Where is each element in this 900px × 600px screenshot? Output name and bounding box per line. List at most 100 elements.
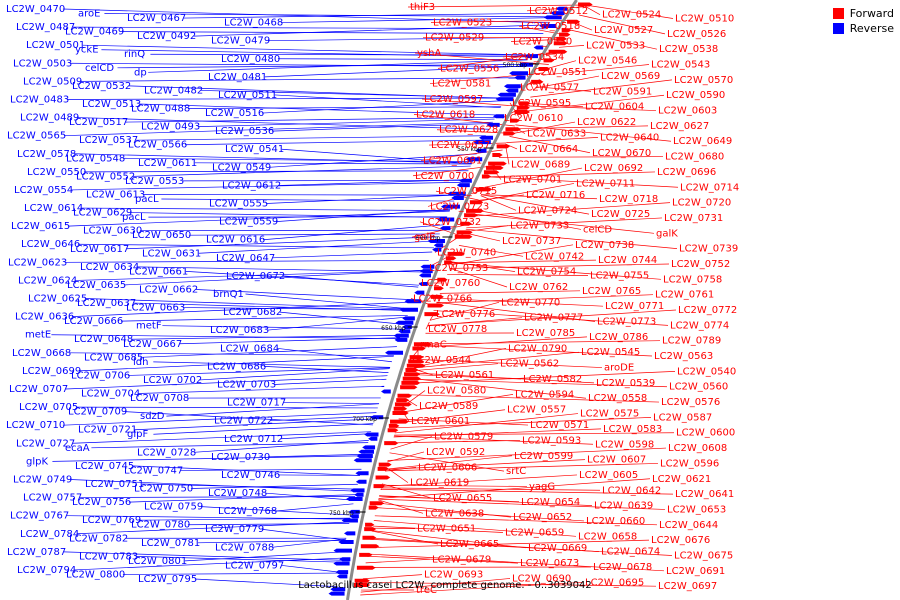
forward-label-connector <box>365 558 431 564</box>
forward-gene-label: LC2W_0715 <box>438 186 497 197</box>
legend-forward: Forward <box>832 6 894 21</box>
reverse-gene-arrow <box>459 178 472 183</box>
forward-label-connector <box>373 520 577 537</box>
forward-gene-label: LC2W_0680 <box>665 152 724 163</box>
reverse-gene-label: LC2W_0663 <box>126 303 185 314</box>
forward-label-connector <box>526 6 585 12</box>
reverse-gene-label: LC2W_0480 <box>221 54 280 65</box>
forward-label-connector <box>413 363 499 372</box>
forward-gene-label: LC2W_0659 <box>505 527 564 538</box>
forward-gene-label: LC2W_0670 <box>592 148 651 159</box>
reverse-label-connector <box>117 63 525 69</box>
forward-label-connector <box>525 105 657 111</box>
reverse-label-connector <box>68 352 394 357</box>
reverse-gene-label: LC2W_0668 <box>12 348 71 359</box>
reverse-label-connector <box>136 266 425 273</box>
reverse-gene-label: LC2W_0467 <box>127 13 186 24</box>
reverse-label-connector <box>271 538 347 548</box>
reverse-label-connector <box>104 13 554 18</box>
reverse-gene-label: LC2W_0707 <box>9 384 68 395</box>
reverse-gene-label: LC2W_0781 <box>141 538 200 549</box>
forward-label-connector <box>411 374 522 380</box>
forward-gene-arrow <box>401 380 421 385</box>
forward-label-connector <box>389 452 505 472</box>
reverse-gene-label: LC2W_0767 <box>10 511 69 522</box>
forward-gene-arrow <box>567 19 581 24</box>
reverse-label-connector <box>187 523 350 526</box>
reverse-gene-label: LC2W_0532 <box>72 81 131 92</box>
forward-label-connector <box>506 137 599 143</box>
forward-gene-arrow <box>413 342 432 347</box>
reverse-gene-arrow <box>368 436 378 441</box>
forward-label-connector <box>362 574 423 580</box>
forward-gene-arrow <box>437 277 448 282</box>
forward-gene-label: LC2W_0607 <box>587 455 646 466</box>
reverse-gene-label: LC2W_0650 <box>132 230 191 241</box>
reverse-label-connector <box>83 170 469 173</box>
reverse-label-connector <box>77 243 434 249</box>
position-mark-label: 750 kbp <box>329 510 354 517</box>
forward-gene-label: LC2W_0711 <box>576 178 635 189</box>
reverse-label-connector <box>153 423 374 435</box>
reverse-gene-label: yckE <box>75 45 99 56</box>
forward-gene-arrow <box>483 170 500 175</box>
forward-label-connector <box>378 478 651 499</box>
reverse-label-connector <box>200 90 506 99</box>
forward-gene-arrow <box>503 131 516 136</box>
forward-gene-label: LC2W_0679 <box>432 554 491 565</box>
forward-label-connector <box>573 22 593 31</box>
reverse-gene-label: brnQ1 <box>213 289 244 300</box>
forward-gene-arrow <box>384 441 399 446</box>
forward-gene-label: LC2W_0639 <box>594 501 653 512</box>
forward-label-connector <box>392 440 521 444</box>
reverse-gene-arrow <box>555 6 568 11</box>
forward-gene-label: LC2W_0606 <box>418 462 477 473</box>
forward-label-connector <box>420 336 588 348</box>
reverse-gene-label: LC2W_0756 <box>72 497 131 508</box>
reverse-gene-label: LC2W_0553 <box>125 176 184 187</box>
reverse-gene-arrow <box>402 316 415 321</box>
forward-label-connector <box>381 483 432 499</box>
forward-gene-label: LC2W_0595 <box>512 98 571 109</box>
forward-label-connector <box>466 217 663 229</box>
forward-gene-arrow <box>559 32 571 37</box>
forward-gene-label: LC2W_0653 <box>667 504 726 515</box>
forward-gene-label: LC2W_0664 <box>519 144 578 155</box>
reverse-gene-arrow <box>358 449 374 454</box>
reverse-gene-arrow <box>505 88 519 93</box>
reverse-label-connector <box>121 31 544 34</box>
reverse-gene-arrow <box>335 570 349 575</box>
reverse-gene-label: LC2W_0749 <box>13 474 72 485</box>
forward-gene-label: LC2W_0737 <box>502 236 561 247</box>
reverse-label-connector <box>72 26 547 30</box>
forward-gene-arrow <box>509 118 520 123</box>
reverse-label-connector <box>148 59 528 73</box>
reverse-label-connector <box>65 375 388 390</box>
reverse-label-connector <box>76 521 350 535</box>
forward-gene-label: LC2W_0561 <box>435 370 494 381</box>
forward-gene-label: LC2W_0678 <box>593 562 652 573</box>
reverse-label-connector <box>280 433 371 440</box>
reverse-label-connector <box>76 117 490 130</box>
forward-label-connector <box>366 555 519 564</box>
reverse-gene-label: glpK <box>26 456 48 467</box>
forward-label-connector <box>425 322 430 330</box>
forward-label-connector <box>416 359 603 368</box>
reverse-label-connector <box>184 139 484 146</box>
forward-label-connector <box>396 417 652 429</box>
forward-gene-label: LC2W_0594 <box>515 389 574 400</box>
forward-label-connector <box>380 488 674 495</box>
reverse-label-connector <box>150 53 531 56</box>
forward-label-connector <box>480 195 517 211</box>
reverse-gene-arrow <box>497 92 516 97</box>
forward-label-connector <box>510 38 564 42</box>
reverse-gene-label: LC2W_0646 <box>21 239 80 250</box>
forward-gene-arrow <box>392 411 409 415</box>
forward-gene-arrow <box>447 251 465 256</box>
forward-gene-label: LC2W_0600 <box>676 428 735 439</box>
forward-gene-label: LC2W_0558 <box>588 393 647 404</box>
reverse-gene-label: LC2W_0779 <box>205 524 264 535</box>
reverse-label-connector <box>280 17 554 23</box>
reverse-label-connector <box>270 415 376 422</box>
forward-gene-label: LC2W_0530 <box>513 37 572 48</box>
